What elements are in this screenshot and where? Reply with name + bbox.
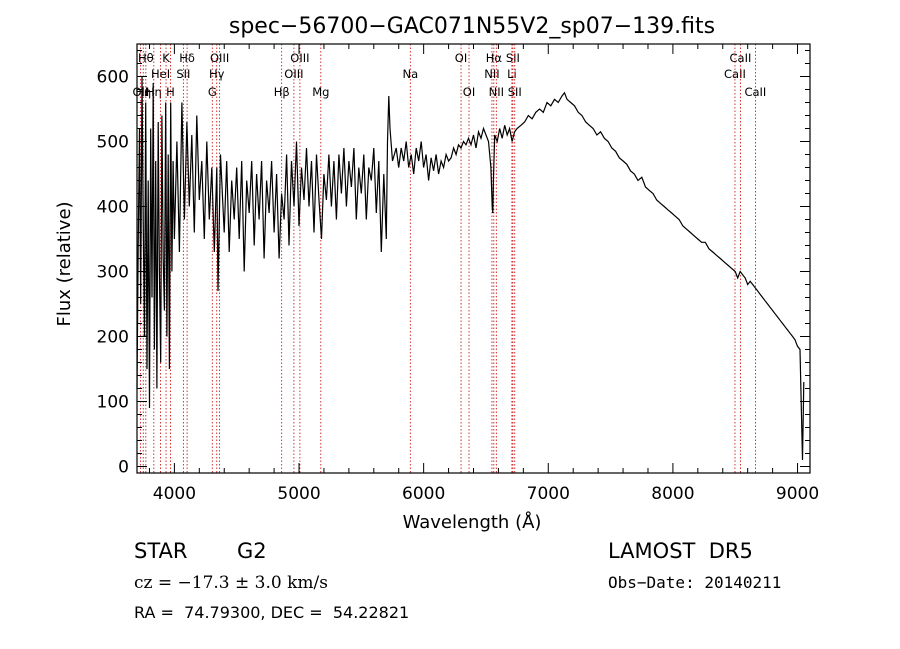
marker-label: Hη (135, 85, 151, 99)
spectral-line-markers: OIIHηHθHηHeIKHSIIHδGHγOIIIHβOIIIOIIIMgNa… (132, 44, 766, 473)
marker-label: Li (507, 67, 517, 81)
y-tick-label: 200 (97, 328, 129, 348)
marker-label: SII (176, 67, 190, 81)
marker-label: K (162, 51, 170, 65)
marker-label: OIII (290, 51, 309, 65)
marker-label: Mg (312, 85, 329, 99)
survey-label: LAMOST DR5 (608, 539, 753, 563)
y-tick-label: 500 (97, 133, 129, 153)
y-tick-label: 600 (97, 68, 129, 88)
marker-label: Hγ (209, 67, 225, 81)
marker-label: Hδ (179, 51, 195, 65)
x-tick-label: 4000 (153, 484, 196, 504)
y-tick-label: 400 (97, 198, 129, 218)
x-tick-label: 9000 (776, 484, 819, 504)
x-axis-ticks: 4000 5000 6000 7000 8000 9000 (148, 44, 819, 504)
subclass: G2 (237, 539, 267, 563)
marker-label: HeI (151, 67, 170, 81)
marker-label: OI (463, 85, 475, 99)
chart-title: spec−56700−GAC071N55V2_sp07−139.fits (229, 14, 715, 39)
marker-label: G (208, 85, 217, 99)
marker-label: Hα (486, 51, 503, 65)
y-axis-ticks: 0 100 200 300 400 500 600 (97, 50, 810, 478)
y-tick-label: 100 (97, 393, 129, 413)
plot-frame (136, 43, 811, 474)
y-axis-label: Flux (relative) (54, 201, 75, 326)
marker-label: CaII (744, 85, 766, 99)
marker-label: CaII (724, 67, 746, 81)
marker-label: SII (508, 85, 522, 99)
marker-label: NII (484, 67, 499, 81)
x-tick-label: 7000 (527, 484, 570, 504)
marker-label: Na (402, 67, 418, 81)
object-class: STAR (134, 539, 188, 563)
redshift-text: cz = −17.3 ± 3.0 km/s (134, 573, 328, 593)
obs-date: Obs−Date: 20140211 (608, 573, 782, 592)
marker-label: OIII (284, 67, 303, 81)
y-tick-label: 300 (97, 263, 129, 283)
marker-label: Hβ (274, 85, 290, 99)
x-axis-label: Wavelength (Å) (403, 511, 542, 533)
marker-label: H (166, 85, 175, 99)
marker-label: OIII (210, 51, 229, 65)
marker-label: OI (455, 51, 467, 65)
x-tick-label: 6000 (402, 484, 445, 504)
marker-label: SII (506, 51, 520, 65)
marker-label: Hθ (138, 51, 154, 65)
spectrum-line (136, 76, 805, 461)
x-tick-label: 8000 (651, 484, 694, 504)
marker-label: NII (489, 85, 504, 99)
marker-label: CaII (730, 51, 752, 65)
y-tick-label: 0 (118, 458, 129, 478)
coordinates: RA = 74.79300, DEC = 54.22821 (134, 603, 410, 622)
x-tick-label: 5000 (277, 484, 320, 504)
